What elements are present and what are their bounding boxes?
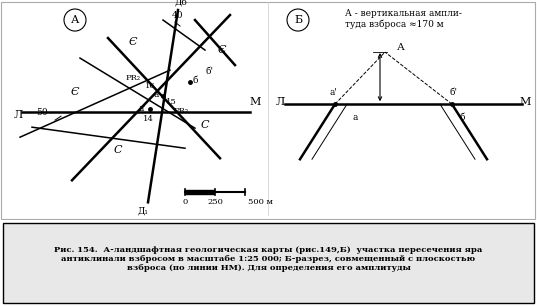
Text: б: б — [459, 113, 465, 122]
Text: 16: 16 — [144, 82, 155, 90]
FancyBboxPatch shape — [1, 2, 535, 219]
FancyBboxPatch shape — [3, 223, 534, 304]
Text: Л: Л — [13, 110, 23, 120]
Text: б': б' — [450, 88, 458, 97]
Text: М: М — [249, 97, 260, 107]
Text: Д₁: Д₁ — [137, 206, 148, 215]
Text: PR₂: PR₂ — [126, 74, 141, 82]
Text: Л: Л — [275, 97, 285, 107]
Text: б: б — [192, 76, 198, 85]
Text: А - вертикальная ампли-: А - вертикальная ампли- — [345, 9, 462, 17]
Text: 14: 14 — [142, 115, 154, 123]
Text: б': б' — [206, 67, 214, 76]
Text: туда взброса ≈170 м: туда взброса ≈170 м — [345, 19, 444, 29]
Text: 0: 0 — [183, 198, 187, 206]
Text: 15: 15 — [165, 98, 176, 106]
Text: а': а' — [329, 88, 337, 97]
Text: а: а — [352, 113, 358, 122]
Circle shape — [287, 9, 309, 31]
Text: Рис. 154.  А-ландшафтная геологическая карты (рис.149,Б)  участка пересечения яр: Рис. 154. А-ландшафтная геологическая ка… — [54, 246, 483, 272]
Circle shape — [64, 9, 86, 31]
Text: 250: 250 — [207, 198, 223, 206]
Text: Є: Є — [71, 87, 79, 97]
Text: С: С — [201, 120, 209, 130]
Text: Є: Є — [217, 45, 226, 55]
Text: Дб: Дб — [175, 0, 187, 7]
Text: А: А — [71, 15, 79, 25]
Text: 40: 40 — [172, 10, 184, 20]
Text: 50: 50 — [36, 108, 48, 117]
Text: С: С — [114, 145, 122, 155]
Text: а': а' — [138, 104, 146, 113]
Text: Б: Б — [294, 15, 302, 25]
Text: М: М — [519, 97, 531, 107]
Text: А: А — [397, 43, 405, 52]
Text: 500 м: 500 м — [248, 198, 273, 206]
Text: PR₂: PR₂ — [173, 107, 188, 115]
Text: а: а — [153, 90, 159, 99]
Text: Є: Є — [129, 37, 137, 47]
